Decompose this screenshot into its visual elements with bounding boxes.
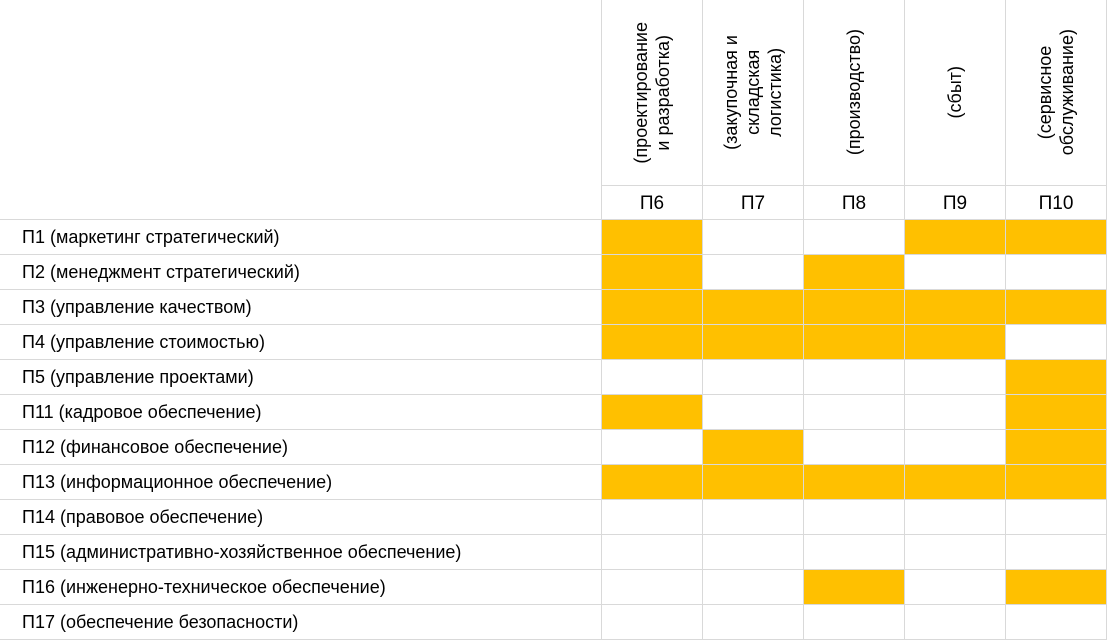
matrix-cell [703,570,804,605]
row-label: П15 (административно-хозяйственное обесп… [0,535,602,570]
matrix-cell [703,360,804,395]
matrix-cell [703,465,804,500]
matrix-cell [905,535,1006,570]
matrix-cell [1006,360,1107,395]
matrix-cell [804,395,905,430]
row-label: П1 (маркетинг стратегический) [0,220,602,255]
column-header: (проектирование и разработка) [602,0,703,186]
column-header: (сбыт) [905,0,1006,186]
matrix-cell [602,220,703,255]
matrix-cell [703,395,804,430]
header-line: (производство) [844,29,864,156]
matrix-cell [602,360,703,395]
column-header-text: (сбыт) [944,66,966,118]
header-line: и разработка) [653,34,673,151]
matrix-cell [703,535,804,570]
matrix-cell [1006,430,1107,465]
row-label: П13 (информационное обеспечение) [0,465,602,500]
matrix-cell [804,465,905,500]
matrix-cell [804,325,905,360]
matrix-cell [602,255,703,290]
matrix-cell [804,570,905,605]
matrix-cell [1006,465,1107,500]
matrix-cell [703,325,804,360]
matrix-cell [905,325,1006,360]
header-line: обслуживание) [1057,29,1077,156]
row-label: П2 (менеджмент стратегический) [0,255,602,290]
matrix-cell [905,605,1006,640]
header-line: (проектирование [631,21,651,164]
matrix-cell [905,430,1006,465]
column-code: П6 [602,186,703,220]
matrix-cell [602,605,703,640]
column-header-text: (проектирование и разработка) [630,22,674,164]
matrix-cell [905,395,1006,430]
matrix-cell [905,465,1006,500]
matrix-cell [905,360,1006,395]
matrix-cell [703,430,804,465]
row-label: П5 (управление проектами) [0,360,602,395]
matrix-cell [1006,395,1107,430]
column-header-text: (производство) [843,29,865,155]
matrix-cell [804,220,905,255]
matrix-cell [1006,290,1107,325]
row-label: П16 (инженерно-техническое обеспечение) [0,570,602,605]
column-code: П10 [1006,186,1107,220]
matrix-cell [1006,255,1107,290]
matrix-cell [804,535,905,570]
matrix-cell [703,255,804,290]
matrix-cell [703,500,804,535]
matrix-cell [703,220,804,255]
matrix-cell [905,570,1006,605]
column-header: (производство) [804,0,905,186]
matrix-cell [602,465,703,500]
matrix-cell [804,360,905,395]
matrix-cell [703,290,804,325]
header-line: складская [743,49,763,136]
column-header: (сервисное обслуживание) [1006,0,1107,186]
matrix-cell [905,220,1006,255]
matrix-cell [1006,220,1107,255]
header-line: логистика) [765,48,785,137]
matrix-cell [804,500,905,535]
column-code: П7 [703,186,804,220]
matrix-cell [1006,500,1107,535]
column-header: (закупочная и складская логистика) [703,0,804,186]
matrix-cell [804,255,905,290]
matrix-cell [804,290,905,325]
matrix-cell [602,290,703,325]
matrix-cell [1006,605,1107,640]
matrix-cell [602,325,703,360]
matrix-cell [1006,570,1107,605]
column-header-text: (закупочная и складская логистика) [720,35,786,150]
row-label: П12 (финансовое обеспечение) [0,430,602,465]
row-label: П17 (обеспечение безопасности) [0,605,602,640]
corner-cell [0,0,602,220]
matrix-cell [602,570,703,605]
matrix-cell [804,430,905,465]
matrix-cell [703,605,804,640]
matrix-cell [1006,325,1107,360]
matrix-cell [905,255,1006,290]
column-header-text: (сервисное обслуживание) [1034,29,1078,155]
matrix-cell [602,535,703,570]
column-code: П9 [905,186,1006,220]
matrix-cell [1006,535,1107,570]
matrix-cell [905,290,1006,325]
matrix-cell [602,430,703,465]
row-label: П3 (управление качеством) [0,290,602,325]
matrix-cell [804,605,905,640]
header-line: (закупочная и [721,35,741,150]
matrix-cell [602,395,703,430]
header-line: (сервисное [1035,45,1055,140]
column-code: П8 [804,186,905,220]
row-label: П11 (кадровое обеспечение) [0,395,602,430]
row-label: П14 (правовое обеспечение) [0,500,602,535]
header-line: (сбыт) [945,66,965,119]
matrix-cell [602,500,703,535]
matrix-cell [905,500,1006,535]
row-label: П4 (управление стоимостью) [0,325,602,360]
